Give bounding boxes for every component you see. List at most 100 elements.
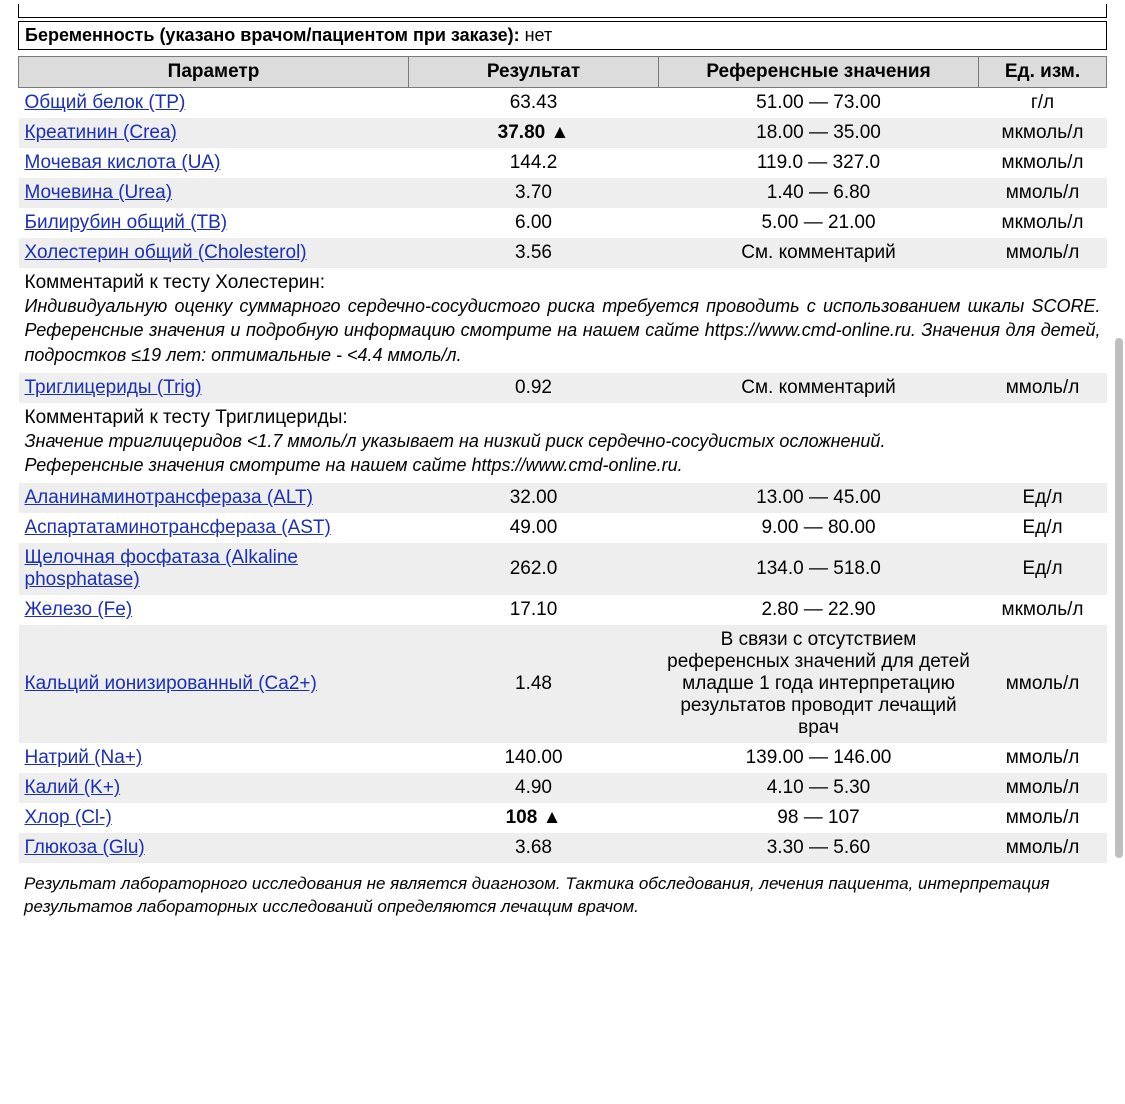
cell-reference: 51.00 — 73.00	[659, 88, 979, 119]
table-row: Аланинаминотрансфераза (ALT)32.0013.00 —…	[19, 483, 1107, 513]
comment-row: Комментарий к тесту Холестерин:Индивидуа…	[19, 268, 1107, 373]
param-link[interactable]: Натрий (Na+)	[25, 747, 143, 768]
cell-unit: ммоль/л	[979, 373, 1107, 403]
cell-reference: 2.80 — 22.90	[659, 595, 979, 625]
cell-unit: мкмоль/л	[979, 148, 1107, 178]
cell-result: 49.00	[409, 513, 659, 543]
col-param: Параметр	[19, 57, 409, 88]
cell-result: 0.92	[409, 373, 659, 403]
scrollbar-track[interactable]	[1115, 0, 1123, 939]
cell-unit: г/л	[979, 88, 1107, 119]
comment-row: Комментарий к тесту Триглицериды:Значени…	[19, 403, 1107, 484]
param-link[interactable]: Кальций ионизированный (Ca2+)	[25, 673, 317, 694]
results-table: Параметр Результат Референсные значения …	[18, 56, 1107, 863]
table-row: Кальций ионизированный (Ca2+)1.48В связи…	[19, 625, 1107, 743]
cell-reference: 98 — 107	[659, 803, 979, 833]
cell-param: Железо (Fe)	[19, 595, 409, 625]
cell-unit: Ед/л	[979, 513, 1107, 543]
param-link[interactable]: Креатинин (Crea)	[25, 122, 177, 143]
scrollbar-thumb[interactable]	[1115, 338, 1123, 858]
table-row: Натрий (Na+)140.00139.00 — 146.00ммоль/л	[19, 743, 1107, 773]
param-link[interactable]: Железо (Fe)	[25, 599, 133, 620]
table-row: Мочевая кислота (UA) 144.2119.0 — 327.0мк…	[19, 148, 1107, 178]
cell-unit: ммоль/л	[979, 178, 1107, 208]
cell-unit: Ед/л	[979, 483, 1107, 513]
col-ref: Референсные значения	[659, 57, 979, 88]
cell-reference: В связи с отсутствием референсных значен…	[659, 625, 979, 743]
comment-title: Комментарий к тесту Триглицериды:	[25, 407, 1101, 429]
cell-param: Калий (K+)	[19, 773, 409, 803]
footnote: Результат лабораторного исследования не …	[18, 863, 1107, 919]
cell-result: 37.80 ▲	[409, 118, 659, 148]
comment-title: Комментарий к тесту Холестерин:	[25, 272, 1101, 294]
cell-param: Креатинин (Crea)	[19, 118, 409, 148]
cell-result: 262.0	[409, 543, 659, 595]
cell-reference: См. комментарий	[659, 238, 979, 268]
pregnancy-value: нет	[525, 25, 553, 45]
cell-param: Хлор (Cl-)	[19, 803, 409, 833]
table-row: Общий белок (TP) 63.4351.00 — 73.00г/л	[19, 88, 1107, 119]
cell-unit: ммоль/л	[979, 238, 1107, 268]
cell-param: Натрий (Na+)	[19, 743, 409, 773]
table-row: Мочевина (Urea) 3.701.40 — 6.80ммоль/л	[19, 178, 1107, 208]
cell-unit: Ед/л	[979, 543, 1107, 595]
cell-unit: мкмоль/л	[979, 118, 1107, 148]
table-row: Холестерин общий (Cholesterol)3.56См. ко…	[19, 238, 1107, 268]
cell-result: 32.00	[409, 483, 659, 513]
cell-unit: ммоль/л	[979, 833, 1107, 863]
cell-unit: ммоль/л	[979, 625, 1107, 743]
cell-reference: 134.0 — 518.0	[659, 543, 979, 595]
cell-param: Билирубин общий (TB)	[19, 208, 409, 238]
cell-result: 144.2	[409, 148, 659, 178]
cell-result: 108 ▲	[409, 803, 659, 833]
table-row: Глюкоза (Glu)3.683.30 — 5.60ммоль/л	[19, 833, 1107, 863]
cell-result: 6.00	[409, 208, 659, 238]
param-link[interactable]: Хлор (Cl-)	[25, 807, 112, 828]
cell-result: 4.90	[409, 773, 659, 803]
param-link[interactable]: Калий (K+)	[25, 777, 121, 798]
table-row: Калий (K+)4.904.10 — 5.30ммоль/л	[19, 773, 1107, 803]
cell-result: 3.68	[409, 833, 659, 863]
col-result: Результат	[409, 57, 659, 88]
cell-param: Мочевина (Urea)	[19, 178, 409, 208]
table-header-row: Параметр Результат Референсные значения …	[19, 57, 1107, 88]
cell-result: 63.43	[409, 88, 659, 119]
cell-reference: 18.00 — 35.00	[659, 118, 979, 148]
table-row: Триглицериды (Trig)0.92См. комментариймм…	[19, 373, 1107, 403]
param-link[interactable]: Аспартатаминотрансфераза (AST)	[25, 517, 331, 538]
param-link[interactable]: Общий белок (TP)	[25, 92, 186, 113]
cell-param: Мочевая кислота (UA)	[19, 148, 409, 178]
cell-reference: 1.40 — 6.80	[659, 178, 979, 208]
param-link[interactable]: Глюкоза (Glu)	[25, 837, 145, 858]
table-row: Щелочная фосфатаза (Alkaline phosphatase…	[19, 543, 1107, 595]
table-row: Хлор (Cl-)108 ▲98 — 107ммоль/л	[19, 803, 1107, 833]
table-row: Аспартатаминотрансфераза (AST) 49.009.00 …	[19, 513, 1107, 543]
cell-param: Щелочная фосфатаза (Alkaline phosphatase…	[19, 543, 409, 595]
cell-unit: мкмоль/л	[979, 208, 1107, 238]
cell-param: Общий белок (TP)	[19, 88, 409, 119]
param-link[interactable]: Мочевина (Urea)	[25, 182, 173, 203]
param-link[interactable]: Триглицериды (Trig)	[25, 377, 202, 398]
cell-result: 17.10	[409, 595, 659, 625]
comment-cell: Комментарий к тесту Триглицериды:Значени…	[19, 403, 1107, 484]
table-row: Железо (Fe) 17.102.80 — 22.90мкмоль/л	[19, 595, 1107, 625]
comment-body: Значение триглицеридов <1.7 ммоль/л указ…	[25, 429, 1101, 478]
param-link[interactable]: Аланинаминотрансфераза (ALT)	[25, 487, 313, 508]
cell-reference: 9.00 — 80.00	[659, 513, 979, 543]
param-link[interactable]: Холестерин общий (Cholesterol)	[25, 242, 307, 263]
col-unit: Ед. изм.	[979, 57, 1107, 88]
cell-reference: 119.0 — 327.0	[659, 148, 979, 178]
comment-cell: Комментарий к тесту Холестерин:Индивидуа…	[19, 268, 1107, 373]
cell-unit: мкмоль/л	[979, 595, 1107, 625]
param-link[interactable]: Щелочная фосфатаза (Alkaline phosphatase…	[25, 547, 298, 590]
pregnancy-row: Беременность (указано врачом/пациентом п…	[18, 21, 1107, 50]
param-link[interactable]: Билирубин общий (TB)	[25, 212, 228, 233]
pregnancy-label: Беременность (указано врачом/пациентом п…	[25, 25, 520, 45]
cell-param: Аланинаминотрансфераза (ALT)	[19, 483, 409, 513]
cell-param: Глюкоза (Glu)	[19, 833, 409, 863]
cell-result: 140.00	[409, 743, 659, 773]
table-row: Креатинин (Crea) 37.80 ▲18.00 — 35.00мкмо…	[19, 118, 1107, 148]
cell-result: 3.70	[409, 178, 659, 208]
param-link[interactable]: Мочевая кислота (UA)	[25, 152, 221, 173]
top-cut-row	[18, 4, 1107, 18]
